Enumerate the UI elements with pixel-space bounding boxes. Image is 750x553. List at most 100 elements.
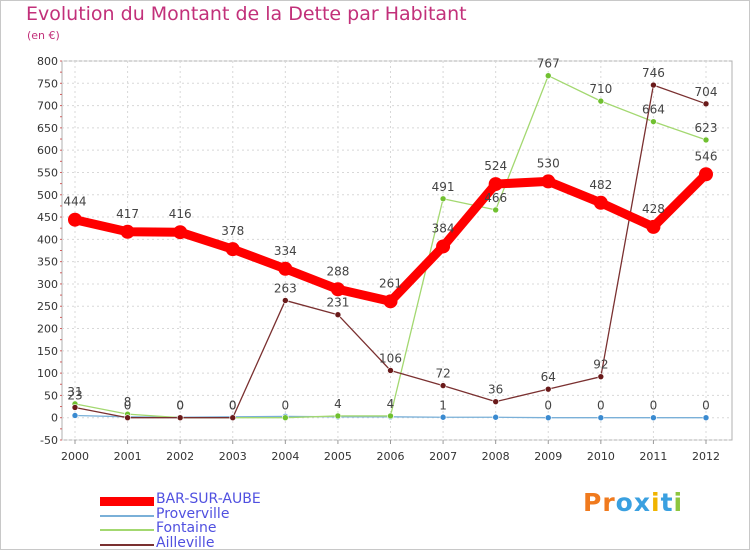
data-point bbox=[282, 297, 289, 304]
data-point bbox=[650, 81, 657, 89]
x-tick-label: 2007 bbox=[429, 450, 457, 463]
data-label: 0 bbox=[282, 399, 290, 413]
data-label: 0 bbox=[229, 399, 237, 413]
data-point bbox=[492, 413, 499, 421]
legend-swatch bbox=[100, 514, 154, 517]
data-label: 0 bbox=[597, 399, 605, 413]
data-point bbox=[225, 242, 240, 257]
data-label: 36 bbox=[488, 383, 503, 397]
data-point bbox=[68, 212, 82, 227]
data-label: 0 bbox=[544, 399, 552, 413]
data-point bbox=[544, 414, 552, 422]
data-label: 444 bbox=[64, 195, 87, 209]
data-point bbox=[124, 414, 131, 422]
data-label: 0 bbox=[176, 399, 184, 413]
data-label: 106 bbox=[379, 351, 402, 365]
data-label: 0 bbox=[124, 399, 132, 413]
data-label: 4 bbox=[334, 397, 342, 411]
data-label: 0 bbox=[650, 399, 658, 413]
y-tick-label: 700 bbox=[37, 100, 58, 113]
data-point bbox=[699, 167, 713, 182]
data-point bbox=[330, 282, 345, 297]
data-point bbox=[334, 412, 342, 420]
data-label: 623 bbox=[695, 121, 718, 135]
y-tick-label: 350 bbox=[37, 256, 58, 269]
data-label: 704 bbox=[695, 85, 718, 99]
y-tick-label: -50 bbox=[40, 434, 58, 447]
legend-label: Ailleville bbox=[156, 534, 215, 551]
data-point bbox=[383, 294, 398, 309]
data-point bbox=[334, 311, 342, 319]
data-label: 261 bbox=[379, 276, 402, 290]
data-point bbox=[71, 412, 79, 419]
legend-label: BAR-SUR-AUBE bbox=[156, 491, 261, 507]
y-tick-label: 50 bbox=[44, 389, 58, 402]
data-point bbox=[492, 206, 499, 214]
data-label: 72 bbox=[435, 367, 450, 381]
data-point bbox=[492, 398, 499, 405]
data-point bbox=[229, 414, 237, 422]
data-label: 546 bbox=[695, 149, 718, 163]
proxiti-logo: Proxiti bbox=[583, 488, 683, 517]
y-tick-label: 500 bbox=[37, 189, 58, 202]
data-point bbox=[436, 239, 451, 254]
x-tick-label: 2001 bbox=[114, 450, 142, 463]
data-point bbox=[646, 219, 661, 234]
data-point bbox=[650, 118, 657, 125]
logo-letter: i bbox=[651, 488, 661, 517]
data-point bbox=[278, 261, 293, 276]
y-tick-label: 300 bbox=[37, 278, 58, 291]
y-tick-label: 750 bbox=[37, 77, 58, 90]
y-tick-label: 400 bbox=[37, 233, 58, 246]
data-label: 31 bbox=[67, 385, 82, 399]
y-tick-label: 600 bbox=[37, 144, 58, 157]
x-tick-label: 2000 bbox=[61, 450, 89, 463]
data-label: 746 bbox=[642, 66, 665, 80]
data-label: 0 bbox=[229, 399, 237, 413]
logo-letter: x bbox=[633, 488, 651, 517]
data-label: 428 bbox=[642, 202, 665, 216]
data-label: 92 bbox=[593, 358, 608, 372]
y-tick-label: 250 bbox=[37, 300, 58, 313]
data-point bbox=[439, 195, 447, 203]
data-label: 8 bbox=[124, 395, 132, 409]
x-tick-label: 2005 bbox=[324, 450, 352, 463]
data-point bbox=[282, 414, 289, 422]
data-label: 710 bbox=[589, 82, 612, 96]
data-label: 767 bbox=[537, 57, 560, 71]
data-point bbox=[593, 195, 608, 210]
logo-letter: P bbox=[583, 488, 603, 517]
data-point bbox=[439, 382, 447, 389]
x-tick-label: 2010 bbox=[587, 450, 615, 463]
data-label: 524 bbox=[484, 159, 507, 173]
chart-subtitle: (en €) bbox=[27, 29, 60, 42]
legend-label: Proverville bbox=[156, 505, 230, 522]
chart-title: Evolution du Montant de la Dette par Hab… bbox=[26, 3, 467, 25]
x-tick-label: 2004 bbox=[271, 450, 299, 463]
legend-swatch bbox=[100, 529, 154, 531]
y-tick-label: 650 bbox=[37, 122, 58, 135]
data-point bbox=[702, 414, 710, 422]
x-tick-label: 2011 bbox=[639, 450, 667, 463]
x-tick-label: 2012 bbox=[692, 450, 720, 463]
data-label: 4 bbox=[387, 397, 395, 411]
logo-letter: o bbox=[615, 488, 634, 517]
data-point bbox=[439, 413, 447, 421]
y-tick-label: 100 bbox=[37, 367, 58, 380]
y-tick-label: 800 bbox=[37, 55, 58, 68]
data-label: 664 bbox=[642, 103, 665, 117]
data-label: 288 bbox=[326, 264, 349, 278]
data-label: 530 bbox=[537, 156, 560, 170]
legend-label: Fontaine bbox=[156, 520, 217, 536]
data-point bbox=[173, 225, 188, 240]
data-label: 0 bbox=[702, 399, 710, 413]
data-point bbox=[387, 412, 394, 420]
data-label: 1 bbox=[439, 398, 447, 412]
data-point bbox=[176, 414, 184, 422]
data-label: 466 bbox=[484, 191, 507, 205]
data-label: 334 bbox=[274, 244, 297, 258]
data-label: 491 bbox=[432, 180, 455, 194]
y-tick-label: 0 bbox=[51, 412, 58, 425]
data-label: 0 bbox=[176, 399, 184, 413]
